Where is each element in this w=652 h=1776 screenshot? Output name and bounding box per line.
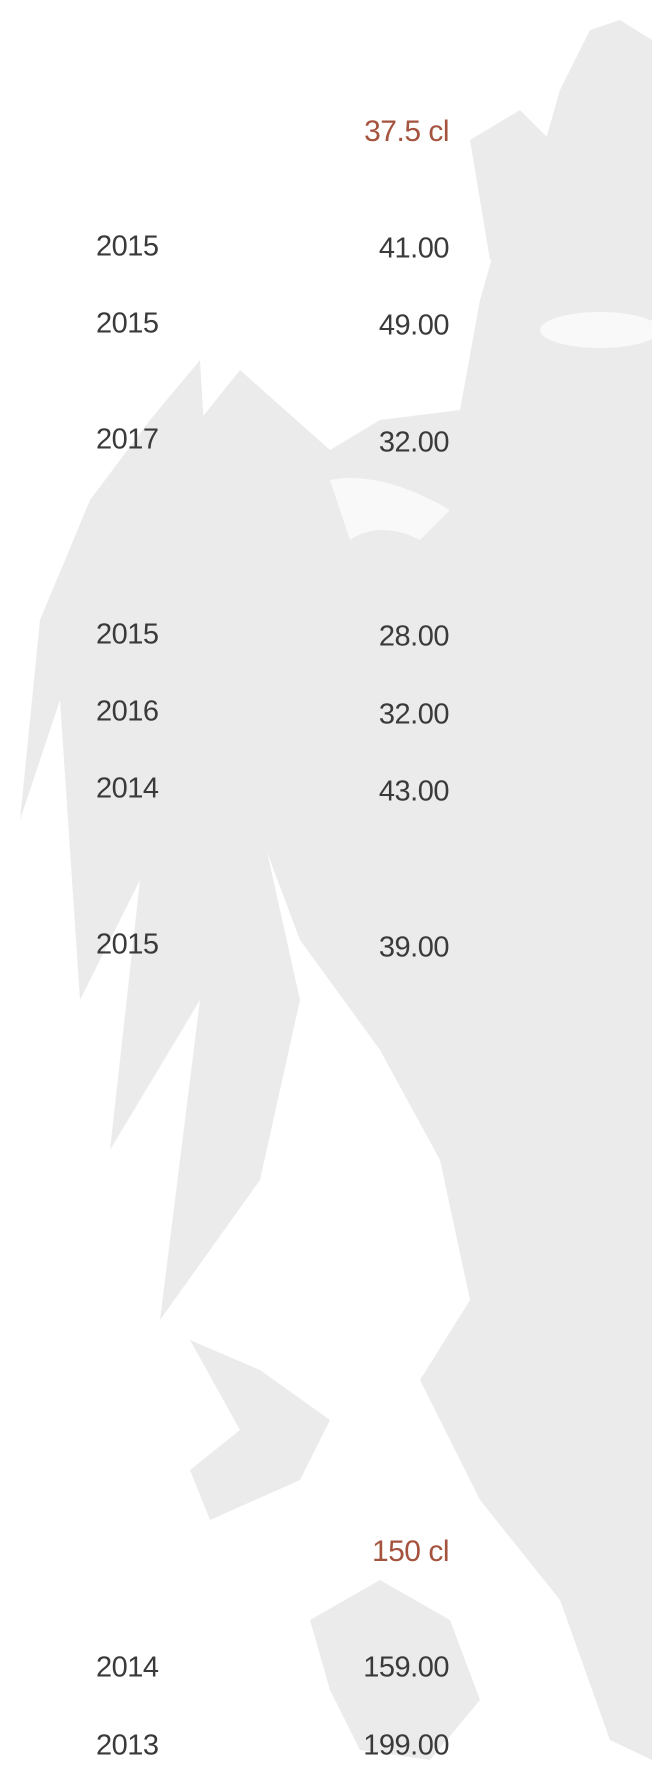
page: 37.5 cl 2015 41.00 2015 49.00 2017 32.00… [0, 0, 652, 1776]
vintage: 2016 [96, 698, 159, 727]
vintage: 2013 [96, 1732, 159, 1761]
price: 39.00 [379, 934, 449, 963]
section-heading: 150 cl [372, 1537, 449, 1567]
vintage: 2015 [96, 310, 159, 339]
price: 159.00 [363, 1654, 449, 1683]
vintage: 2015 [96, 931, 159, 960]
price: 49.00 [379, 312, 449, 341]
price: 28.00 [379, 623, 449, 652]
vintage: 2015 [96, 621, 159, 650]
price: 32.00 [379, 701, 449, 730]
vintage: 2014 [96, 1654, 159, 1683]
section-heading: 37.5 cl [364, 117, 449, 147]
price: 43.00 [379, 778, 449, 807]
vintage: 2014 [96, 775, 159, 804]
price: 199.00 [363, 1732, 449, 1761]
eagle-watermark [0, 0, 652, 1776]
vintage: 2017 [96, 426, 159, 455]
vintage: 2015 [96, 233, 159, 262]
price: 32.00 [379, 429, 449, 458]
price: 41.00 [379, 235, 449, 264]
